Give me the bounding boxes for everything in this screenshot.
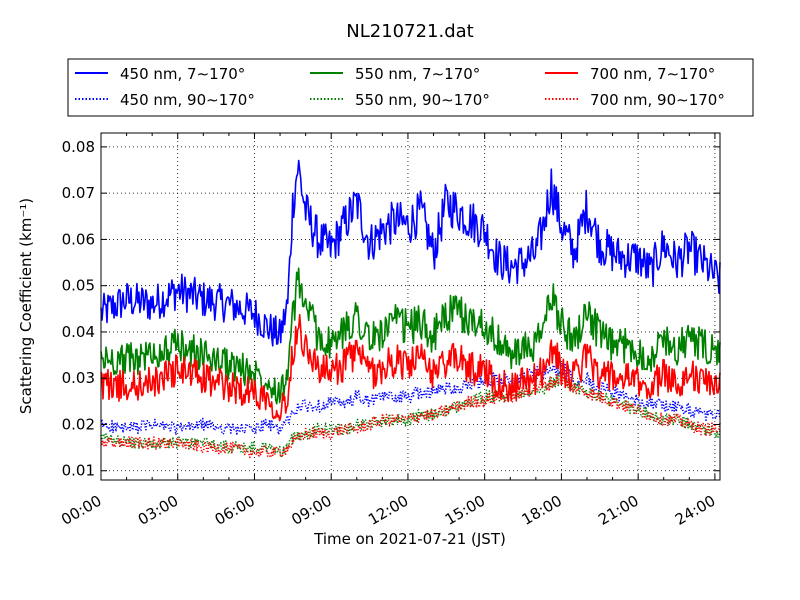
y-tick-label: 0.02 bbox=[62, 415, 95, 433]
series-line-3 bbox=[100, 372, 721, 459]
series-line-4 bbox=[100, 313, 721, 422]
x-tick-label: 24:00 bbox=[672, 492, 718, 529]
legend-label: 550 nm, 90∼170° bbox=[355, 91, 490, 109]
y-tick-label: 0.08 bbox=[62, 138, 95, 156]
y-axis: 0.01 0.02 0.03 0.04 0.05 0.06 0.07 0.08 bbox=[62, 138, 720, 480]
series-line-2 bbox=[100, 267, 721, 405]
x-axis-label: Time on 2021-07-21 (JST) bbox=[313, 530, 506, 548]
x-tick-label: 21:00 bbox=[595, 492, 641, 529]
legend-label: 700 nm, 90∼170° bbox=[590, 91, 725, 109]
legend-label: 450 nm, 90∼170° bbox=[120, 91, 255, 109]
series-line-0 bbox=[100, 159, 721, 347]
x-tick-label: 12:00 bbox=[365, 492, 411, 529]
legend-box bbox=[67, 58, 754, 117]
legend-label: 450 nm, 7∼170° bbox=[120, 65, 245, 83]
chart-title: NL210721.dat bbox=[346, 21, 473, 42]
x-tick-label: 06:00 bbox=[212, 492, 258, 529]
legend: 450 nm, 7∼170° 450 nm, 90∼170° 550 nm, 7∼1… bbox=[75, 65, 725, 109]
y-tick-label: 0.05 bbox=[62, 277, 95, 295]
y-tick-label: 0.07 bbox=[62, 184, 95, 202]
x-tick-label: 15:00 bbox=[442, 492, 488, 529]
x-tick-label: 00:00 bbox=[58, 492, 104, 529]
series-line-1 bbox=[100, 361, 721, 437]
y-tick-label: 0.04 bbox=[62, 323, 95, 341]
legend-label: 550 nm, 7∼170° bbox=[355, 65, 480, 83]
plot-frame bbox=[100, 132, 721, 481]
x-tick-label: 03:00 bbox=[135, 492, 181, 529]
series-line-5 bbox=[100, 373, 721, 459]
x-tick-label: 18:00 bbox=[519, 492, 565, 529]
legend-label: 700 nm, 7∼170° bbox=[590, 65, 715, 83]
y-tick-label: 0.03 bbox=[62, 369, 95, 387]
series-group bbox=[100, 159, 721, 459]
x-tick-label: 09:00 bbox=[288, 492, 334, 529]
y-tick-label: 0.06 bbox=[62, 230, 95, 248]
y-tick-label: 0.01 bbox=[62, 462, 95, 480]
y-axis-label: Scattering Coefficient (km⁻¹) bbox=[17, 198, 35, 414]
